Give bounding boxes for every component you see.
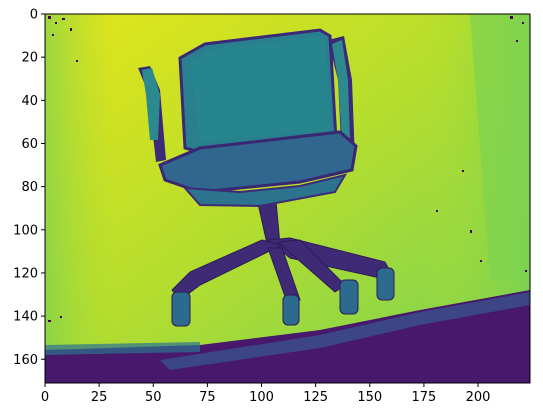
x-tick-label: 75 [199, 390, 216, 405]
x-tick-label: 125 [303, 390, 328, 405]
y-axis: 0 20 40 60 80 100 120 140 160 [13, 8, 45, 368]
y-tick-label: 80 [21, 180, 38, 195]
x-tick-label: 175 [411, 390, 436, 405]
x-axis: 0 25 50 75 100 125 150 175 200 [41, 383, 491, 405]
y-tick-label: 140 [13, 310, 38, 325]
x-tick-label: 0 [41, 390, 49, 405]
x-tick-label: 200 [466, 390, 491, 405]
x-tick-label: 25 [91, 390, 108, 405]
y-tick-label: 40 [21, 94, 38, 109]
y-tick-label: 160 [13, 353, 38, 368]
chair-backrest-face [190, 36, 330, 142]
left-wall-shade [45, 14, 115, 383]
y-tick-label: 0 [30, 8, 38, 23]
x-tick-label: 150 [357, 390, 382, 405]
caster-right [377, 268, 394, 300]
y-tick-label: 60 [21, 137, 38, 152]
caster-front [283, 295, 299, 325]
x-tick-label: 100 [249, 390, 274, 405]
y-tick-label: 100 [13, 223, 38, 238]
depth-image [45, 14, 530, 383]
x-tick-label: 50 [145, 390, 162, 405]
y-tick-label: 20 [21, 51, 38, 66]
caster-left [172, 292, 190, 326]
y-tick-label: 120 [13, 266, 38, 281]
caster-front-right [340, 280, 358, 314]
